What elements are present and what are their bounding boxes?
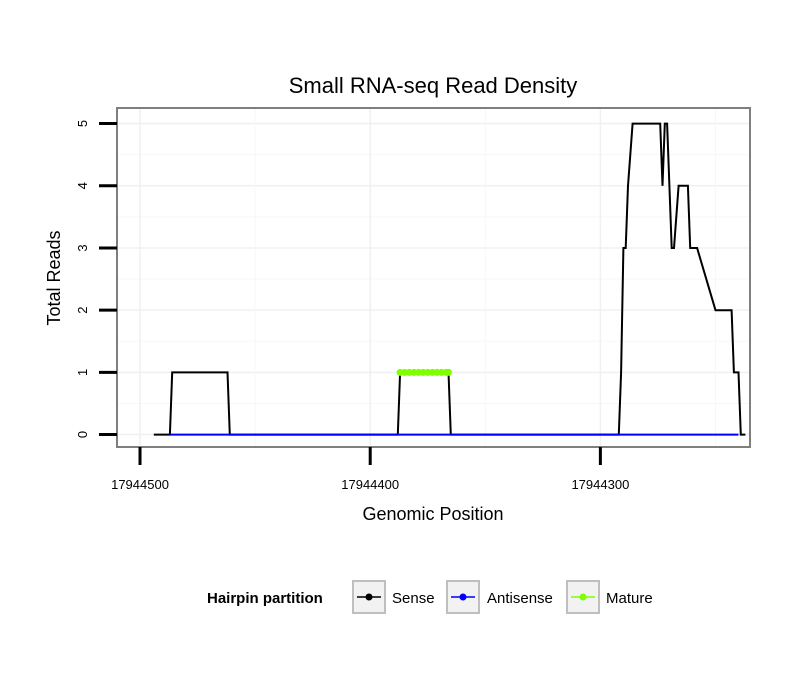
series-line-sense: [153, 122, 746, 436]
plot-series: [153, 122, 746, 436]
x-tick-label: 17944400: [341, 477, 399, 492]
y-tick-label: 0: [75, 431, 90, 438]
axes: 0 1 2 3 4 5 17944500 17944400 17944300: [75, 120, 629, 492]
chart-title: Small RNA-seq Read Density: [289, 73, 578, 98]
y-tick-label: 2: [75, 307, 90, 314]
legend-dot-sense: [365, 593, 373, 601]
y-axis-title: Total Reads: [44, 230, 64, 325]
legend-dot-antisense: [459, 593, 467, 601]
legend-title: Hairpin partition: [207, 590, 323, 607]
x-tick-label: 17944300: [571, 477, 629, 492]
series-point-mature: [444, 368, 452, 376]
x-tick-label: 17944500: [111, 477, 169, 492]
y-tick-label: 3: [75, 244, 90, 251]
grid: [117, 108, 750, 447]
legend-dot-mature: [579, 593, 587, 601]
y-tick-label: 5: [75, 120, 90, 127]
legend-label-sense: Sense: [392, 590, 435, 607]
x-axis-title: Genomic Position: [362, 504, 503, 524]
plot-panel-border: [116, 107, 751, 448]
legend-label-mature: Mature: [606, 590, 653, 607]
y-tick-label: 4: [75, 182, 90, 189]
legend: Hairpin partition Sense Antisense Mature: [207, 580, 653, 614]
legend-label-antisense: Antisense: [487, 590, 553, 607]
y-tick-label: 1: [75, 369, 90, 376]
